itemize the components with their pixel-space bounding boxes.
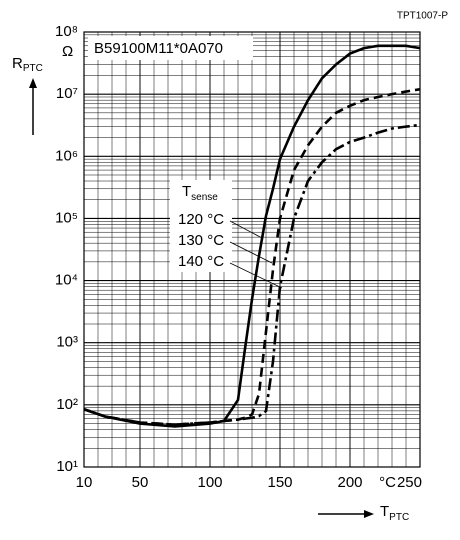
y-tick-label: 10⁸ [55, 23, 78, 40]
x-tick-label: 100 [197, 474, 222, 491]
x-tick-label: 10 [76, 474, 93, 491]
legend-box [170, 180, 232, 272]
legend-leader [229, 220, 263, 239]
legend-label: 120 °C [178, 211, 224, 228]
x-axis-label-main: T [380, 503, 389, 520]
y-unit: Ω [62, 43, 73, 60]
annotation: B59100M11*0A070 [94, 40, 223, 57]
y-axis-label-main: R [12, 55, 23, 72]
x-tick-label: 50 [132, 474, 149, 491]
legend-leader [229, 241, 273, 264]
legend-label: 130 °C [178, 232, 224, 249]
y-tick-label: 10³ [56, 334, 78, 351]
y-axis-label-sub: PTC [23, 63, 43, 74]
x-axis-label-sub: PTC [389, 512, 409, 523]
y-axis-label: RPTC [12, 55, 43, 74]
y-tick-label: 10⁵ [55, 209, 78, 226]
legend-title-sub: sense [191, 192, 218, 203]
x-tick-label: 150 [267, 474, 292, 491]
y-tick-label: 10⁴ [55, 272, 78, 289]
x-axis-label: TPTC [380, 503, 409, 523]
legend-title: Tsense [182, 183, 218, 203]
x-tick-label: 250 [397, 474, 422, 491]
legend: 120 °C 130 °C 140 °C [178, 211, 283, 289]
y-tick-label: 10¹ [56, 458, 78, 475]
curves [83, 44, 421, 428]
x-arrow-head [364, 510, 374, 518]
legend-title-main: T [182, 183, 191, 200]
y-tick-label: 10⁷ [56, 85, 78, 102]
legend-leader [229, 262, 283, 289]
annotation-box [88, 36, 253, 60]
series-line [83, 123, 421, 426]
plot-frame [83, 31, 421, 468]
figure-id: TPT1007-P [397, 11, 448, 22]
y-tick-label: 10⁶ [55, 147, 78, 164]
grid [83, 31, 421, 468]
x-tick-label: 200 [337, 474, 362, 491]
x-unit: °C [379, 474, 396, 491]
legend-label: 140 °C [178, 253, 224, 270]
y-tick-label: 10² [56, 396, 78, 413]
y-arrow-head [29, 78, 37, 88]
